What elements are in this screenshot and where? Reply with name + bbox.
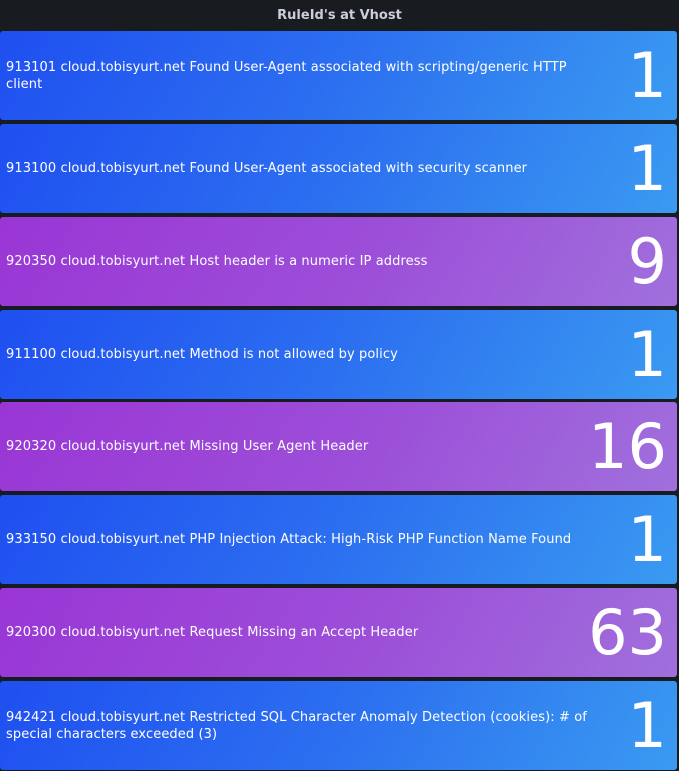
- stat-row-label: 920320 cloud.tobisyurt.net Missing User …: [6, 439, 369, 454]
- stat-row[interactable]: 920320 cloud.tobisyurt.net Missing User …: [0, 402, 677, 491]
- stat-row[interactable]: 933150 cloud.tobisyurt.net PHP Injection…: [0, 495, 677, 584]
- stat-row[interactable]: 913101 cloud.tobisyurt.net Found User-Ag…: [0, 31, 677, 120]
- stat-row-label: 920300 cloud.tobisyurt.net Request Missi…: [6, 625, 419, 640]
- stat-row-label: 933150 cloud.tobisyurt.net PHP Injection…: [6, 532, 572, 547]
- stat-row-value: 1: [627, 131, 667, 205]
- stat-row[interactable]: 913100 cloud.tobisyurt.net Found User-Ag…: [0, 124, 677, 213]
- stat-row-value: 1: [627, 317, 667, 391]
- stat-row-value: 63: [588, 595, 667, 669]
- stat-row-label: 942421 cloud.tobisyurt.net Restricted SQ…: [6, 709, 587, 742]
- stat-row[interactable]: 911100 cloud.tobisyurt.net Method is not…: [0, 310, 677, 399]
- stat-row-label: 920350 cloud.tobisyurt.net Host header i…: [6, 254, 428, 269]
- panel-title[interactable]: RuleId's at Vhost: [277, 8, 402, 23]
- stat-row[interactable]: 920350 cloud.tobisyurt.net Host header i…: [0, 217, 677, 306]
- stat-row-label: 913101 cloud.tobisyurt.net Found User-Ag…: [6, 59, 567, 92]
- stat-row-value: 1: [627, 502, 667, 576]
- stat-row[interactable]: 920300 cloud.tobisyurt.net Request Missi…: [0, 588, 677, 677]
- stat-row-value: 9: [627, 224, 667, 298]
- stat-row-value: 1: [627, 38, 667, 112]
- stat-row-value: 1: [627, 688, 667, 762]
- stat-row[interactable]: 942421 cloud.tobisyurt.net Restricted SQ…: [0, 681, 677, 770]
- stat-row-value: 16: [588, 409, 667, 483]
- stat-row-label: 913100 cloud.tobisyurt.net Found User-Ag…: [6, 161, 528, 176]
- stat-row-label: 911100 cloud.tobisyurt.net Method is not…: [6, 347, 398, 362]
